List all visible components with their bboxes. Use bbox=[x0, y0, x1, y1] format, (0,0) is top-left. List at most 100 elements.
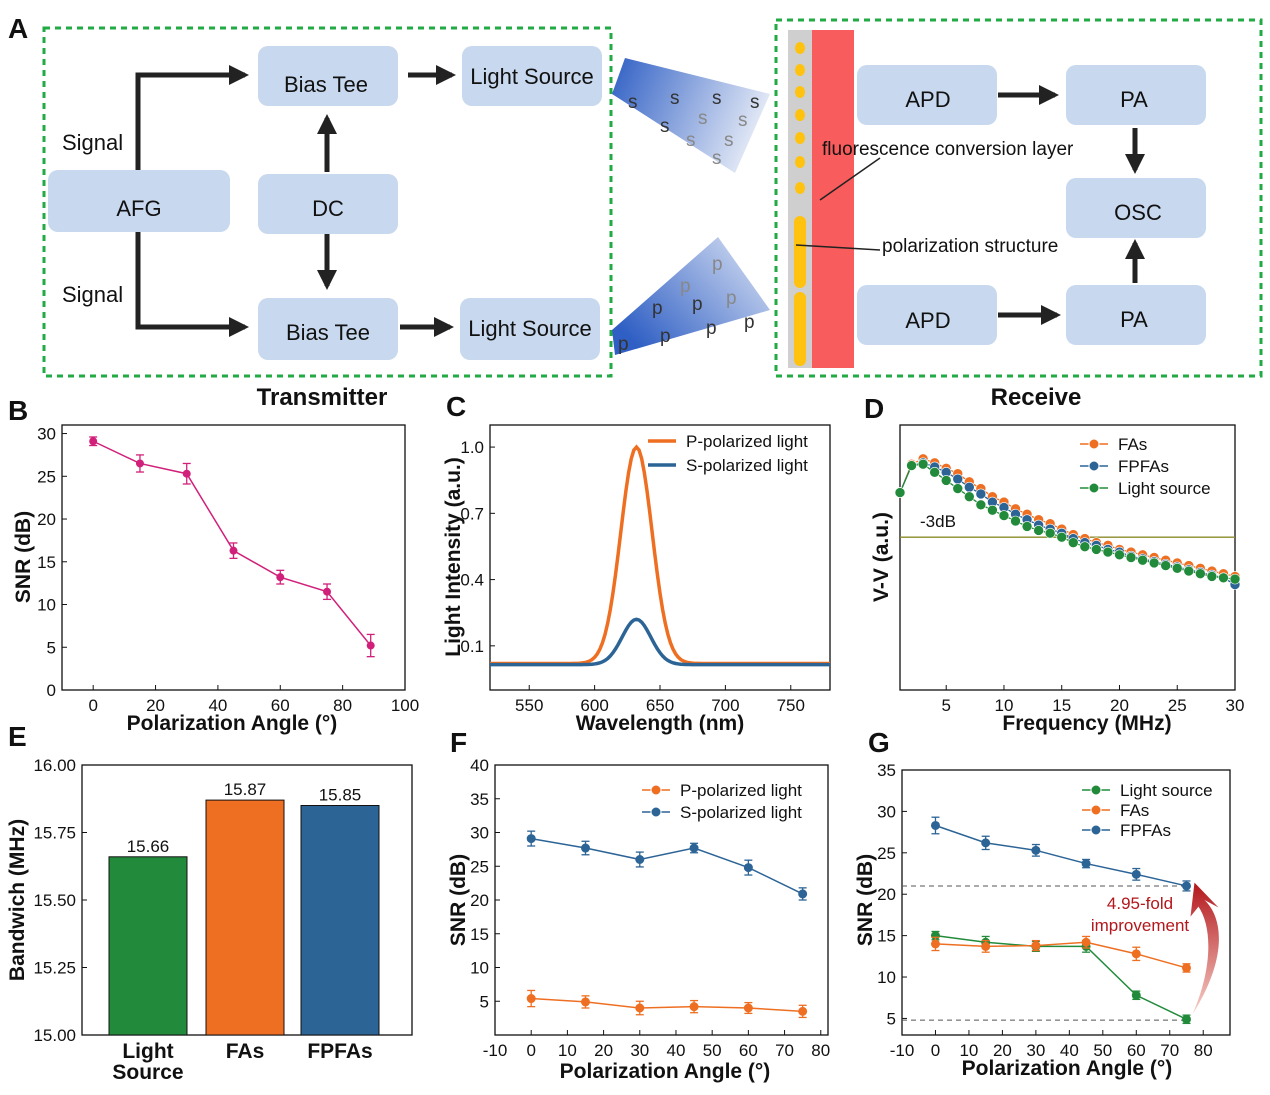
s-letter: s bbox=[628, 92, 638, 113]
data-point bbox=[1206, 571, 1218, 582]
y-tick-label: 0.7 bbox=[460, 504, 484, 523]
s-letter: s bbox=[670, 88, 680, 109]
legend-label: S-polarized light bbox=[686, 456, 808, 475]
x-tick-label: 60 bbox=[271, 696, 290, 715]
plot-frame bbox=[61, 424, 406, 691]
s-letter: s bbox=[738, 110, 748, 131]
y-tick-label: 10 bbox=[37, 596, 56, 615]
data-point bbox=[323, 587, 332, 596]
data-point bbox=[1056, 531, 1068, 543]
x-tick-label: 600 bbox=[580, 696, 608, 715]
data-point bbox=[1137, 554, 1148, 566]
transmitter-caption: Transmitter bbox=[257, 384, 388, 411]
x-tick-label: 70 bbox=[1160, 1041, 1179, 1060]
y-tick-label: 35 bbox=[470, 790, 489, 809]
y-tick-label: 15.50 bbox=[33, 891, 76, 910]
y-tick-label: 5 bbox=[47, 638, 56, 657]
data-point bbox=[964, 481, 975, 493]
yellow-dot bbox=[795, 64, 805, 76]
panel-letter-a: A bbox=[8, 13, 28, 44]
data-point bbox=[1031, 941, 1041, 951]
x-tick-label: 25 bbox=[1168, 696, 1187, 715]
x-tick-label: 40 bbox=[208, 696, 227, 715]
y-axis-label: SNR (dB) bbox=[854, 854, 877, 946]
y-axis-label: SNR (dB) bbox=[12, 511, 35, 603]
legend-marker bbox=[1090, 804, 1102, 816]
data-point bbox=[894, 487, 906, 498]
x-tick-label: 20 bbox=[993, 1041, 1012, 1060]
legend-marker bbox=[1088, 438, 1100, 450]
annotation-label: 4.95-fold bbox=[1107, 894, 1173, 913]
pa-bottom-label: PA bbox=[1120, 307, 1148, 332]
x-tick-label: 60 bbox=[1127, 1041, 1146, 1060]
polarization-label: polarization structure bbox=[882, 236, 1058, 257]
x-tick-label: 750 bbox=[777, 696, 805, 715]
data-point bbox=[635, 855, 645, 864]
panel-letter-e: E bbox=[8, 721, 27, 752]
x-tick-label: 15 bbox=[1052, 696, 1071, 715]
y-tick-label: 25 bbox=[37, 467, 56, 486]
x-tick-label: 30 bbox=[1226, 696, 1245, 715]
receiver-frame bbox=[774, 18, 1263, 378]
x-tick-label: 0 bbox=[88, 696, 97, 715]
x-tick-label: 5 bbox=[941, 696, 950, 715]
yellow-dot bbox=[795, 182, 805, 194]
y-axis-label: Bandwich (MHz) bbox=[6, 819, 29, 981]
data-point bbox=[998, 510, 1010, 521]
osc-block bbox=[1066, 178, 1206, 238]
data-point bbox=[964, 491, 975, 502]
data-point bbox=[743, 1003, 753, 1013]
data-point bbox=[1125, 552, 1137, 563]
data-point bbox=[906, 460, 917, 471]
data-point bbox=[798, 889, 808, 899]
x-tick-label: 80 bbox=[1194, 1041, 1213, 1060]
y-tick-label: 16.00 bbox=[33, 756, 76, 775]
transmitter-frame bbox=[42, 26, 613, 378]
s-letter: s bbox=[724, 130, 734, 151]
afg-label: AFG bbox=[116, 196, 161, 221]
x-tick-label: 20 bbox=[594, 1041, 613, 1060]
dc-block bbox=[258, 174, 398, 234]
data-point bbox=[930, 939, 940, 949]
y-tick-label: 15 bbox=[470, 925, 489, 944]
y-tick-label: 0.4 bbox=[460, 571, 484, 590]
chart-b: 0 20 40 60 80 100 0 5 10 15 20 25 30 SNR (dB) Polariza… bbox=[12, 424, 419, 735]
yellow-dot bbox=[795, 109, 805, 121]
y-tick-label: 15 bbox=[37, 553, 56, 572]
data-point bbox=[1033, 525, 1044, 536]
data-point bbox=[1010, 515, 1021, 527]
chart-c: 550 600 650 700 750 0.1 0.4 0.7 1.0 P-polarized l… bbox=[442, 424, 831, 735]
apd-bottom-block bbox=[857, 285, 997, 345]
y-tick-label: 0.1 bbox=[460, 637, 484, 656]
y-tick-label: 10 bbox=[470, 959, 489, 978]
data-point bbox=[1160, 560, 1171, 571]
p-letter: p bbox=[744, 312, 755, 333]
data-point bbox=[182, 469, 191, 478]
data-point bbox=[975, 499, 987, 511]
data-point bbox=[1131, 949, 1141, 959]
legend-label: FPFAs bbox=[1118, 457, 1169, 476]
bar bbox=[300, 805, 380, 1036]
spectrum-line bbox=[490, 617, 830, 667]
data-point bbox=[1229, 573, 1241, 585]
legend-marker bbox=[650, 806, 662, 818]
data-point bbox=[940, 475, 952, 486]
data-point bbox=[929, 467, 940, 478]
legend-label: FPFAs bbox=[1120, 821, 1171, 840]
series-line bbox=[935, 824, 1187, 887]
p-letter: p bbox=[692, 294, 703, 315]
legend-marker bbox=[1088, 482, 1100, 494]
data-point bbox=[1102, 546, 1114, 558]
light-source-bottom-label: Light Source bbox=[468, 316, 592, 341]
data-point bbox=[981, 941, 991, 951]
legend-marker bbox=[1088, 460, 1100, 472]
x-tick-label: 550 bbox=[515, 696, 543, 715]
light-source-top-block bbox=[462, 46, 602, 106]
y-tick-label: 15 bbox=[877, 927, 896, 946]
data-point bbox=[1195, 568, 1206, 580]
s-beam bbox=[612, 58, 770, 173]
p-letter: p bbox=[680, 276, 691, 297]
legend-label: S-polarized light bbox=[680, 803, 802, 822]
y-axis-label: Light Intensity (a.u.) bbox=[442, 457, 465, 657]
